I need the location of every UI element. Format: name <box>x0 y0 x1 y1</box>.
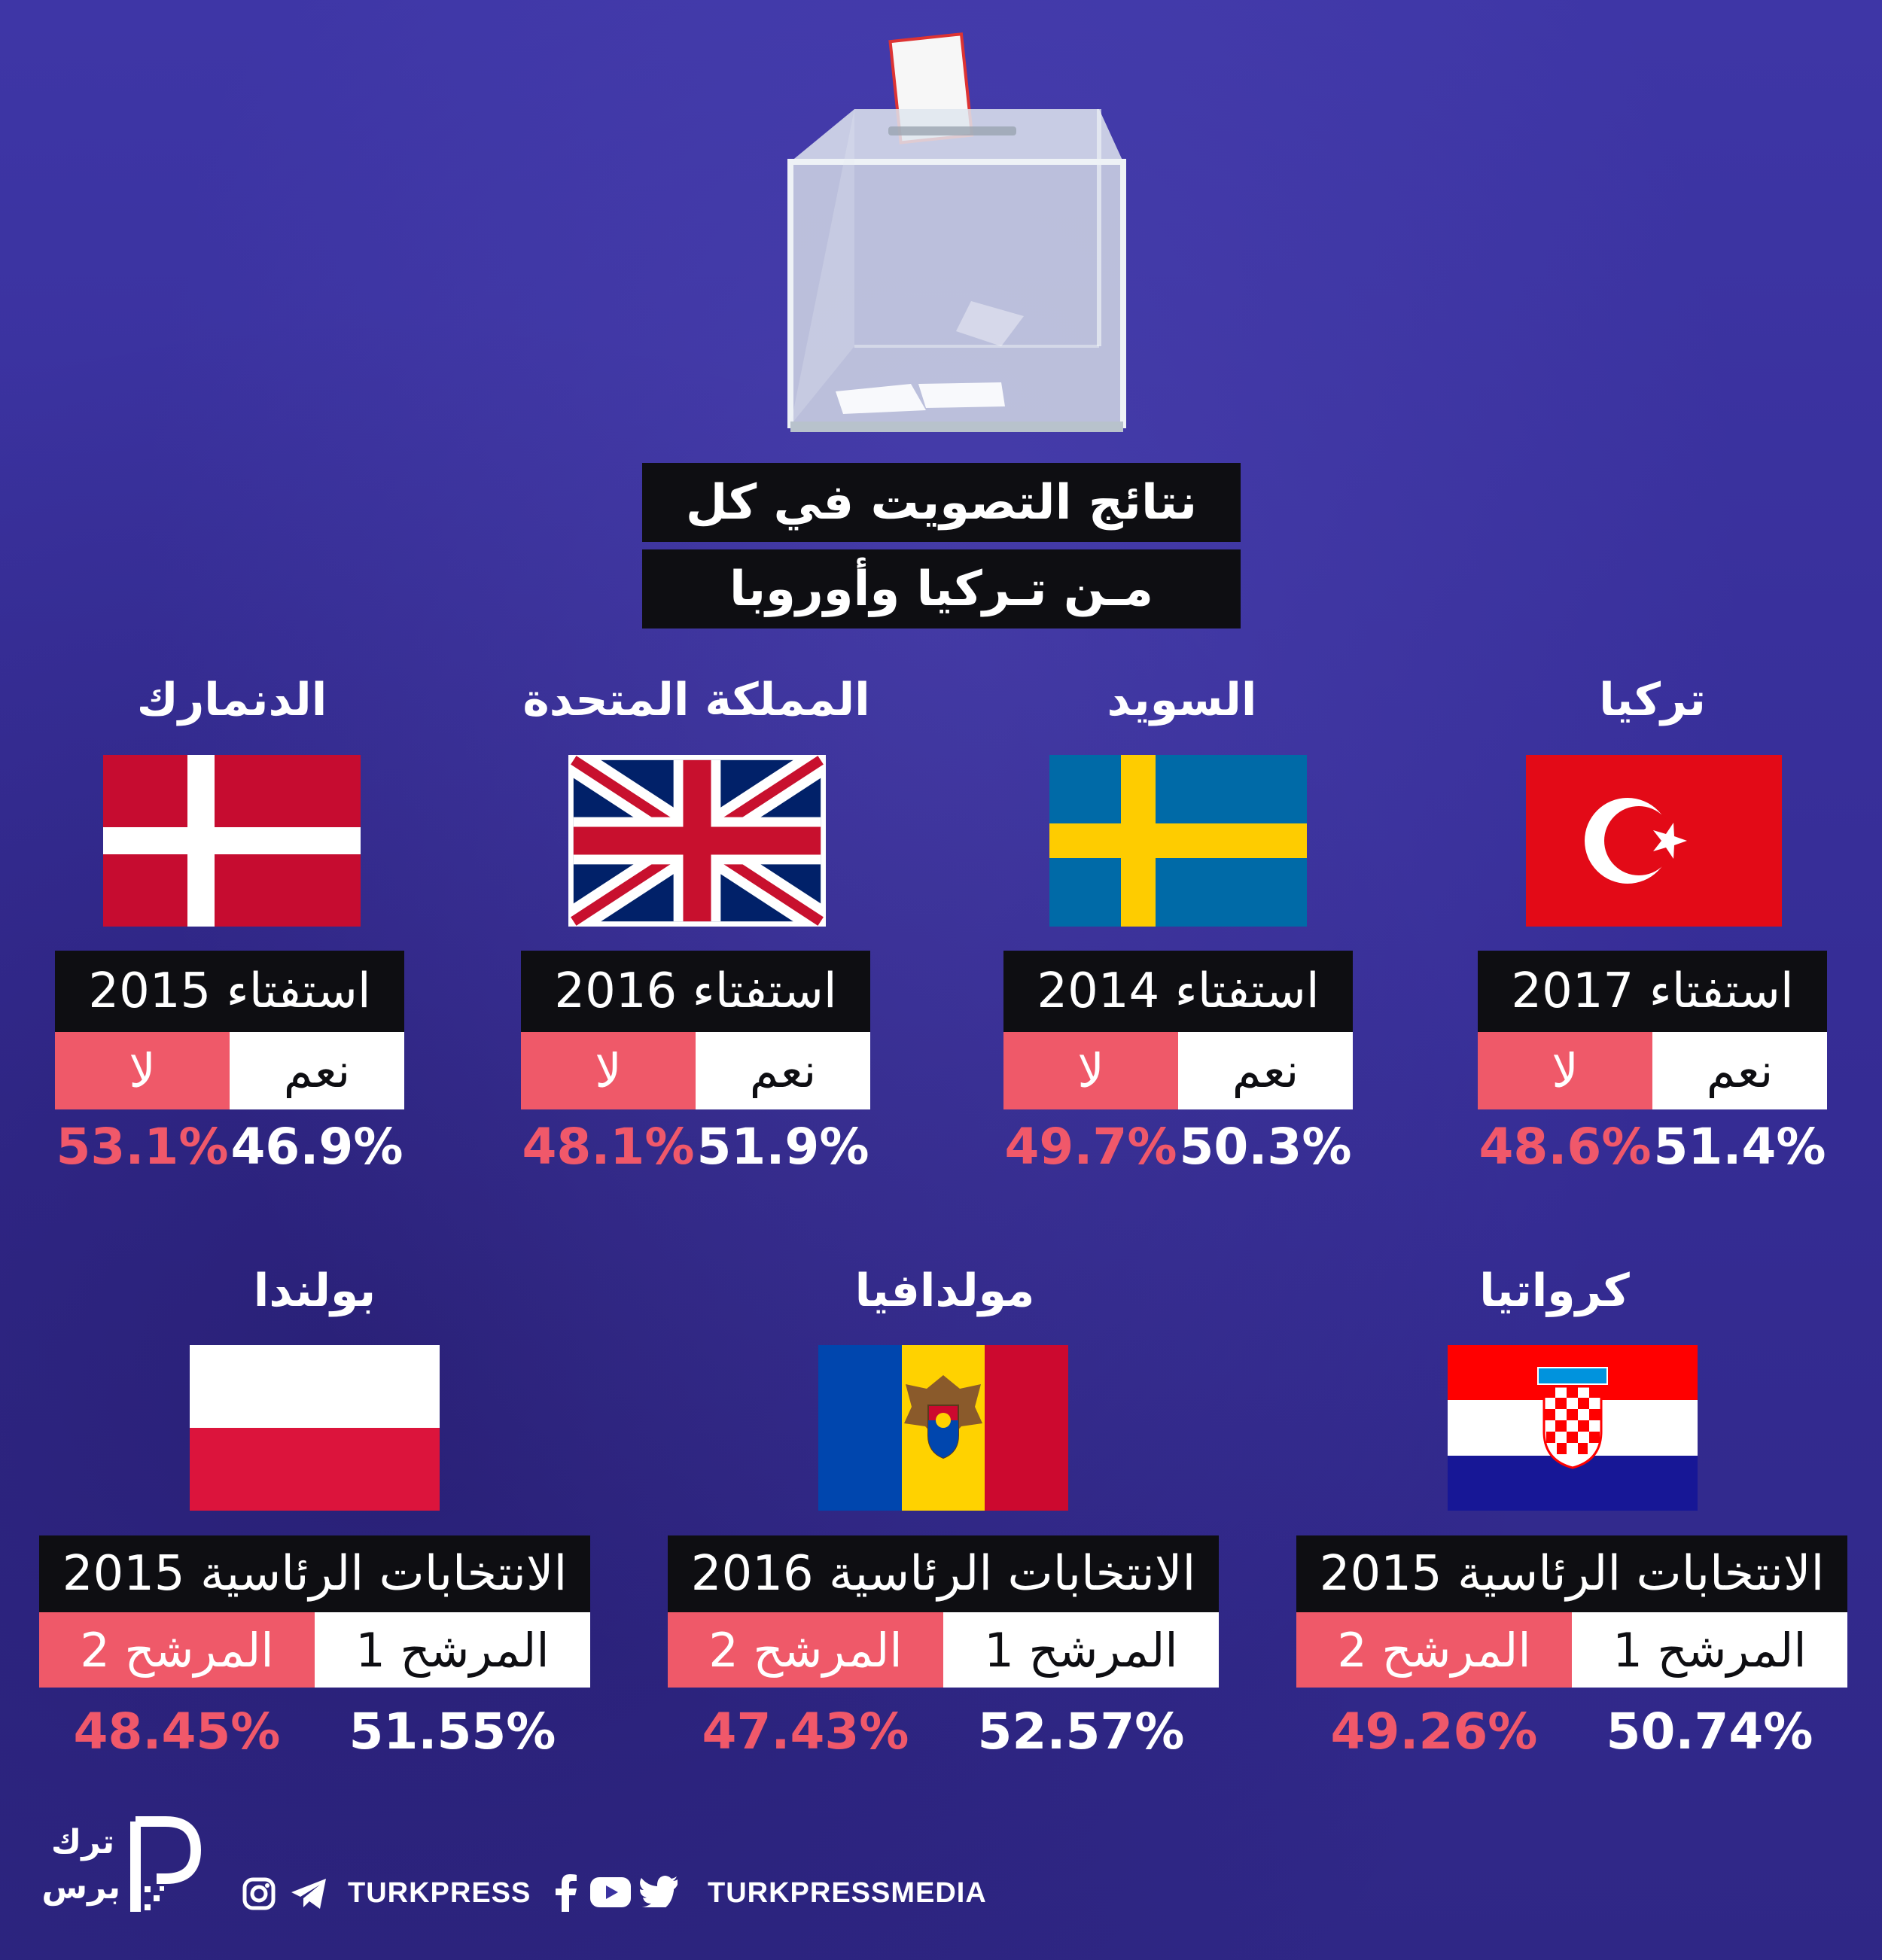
sweden-flag-icon <box>1049 755 1307 927</box>
logo-text-line-2: برس <box>41 1868 120 1907</box>
turkpressmedia-handle[interactable]: TURKPRESSMEDIA <box>708 1877 987 1909</box>
candidate-1-percent: 51.55% <box>349 1703 556 1761</box>
yes-no-row: لا نعم <box>521 1032 870 1109</box>
no-percent: 53.1% <box>56 1118 229 1176</box>
candidate-1-label: المرشح 1 <box>1572 1612 1847 1688</box>
yes-label: نعم <box>696 1032 870 1109</box>
yes-label: نعم <box>1652 1032 1827 1109</box>
candidate-2-label: المرشح 2 <box>668 1612 943 1688</box>
country-name: مولدافيا <box>854 1265 1035 1317</box>
yes-no-row: لا نعم <box>1003 1032 1353 1109</box>
country-name: كرواتيا <box>1479 1265 1630 1317</box>
referendum-label: استفتاء 2017 <box>1478 951 1827 1032</box>
yes-percent: 51.4% <box>1653 1118 1826 1176</box>
yes-label: نعم <box>230 1032 404 1109</box>
candidate-2-label: المرشح 2 <box>1296 1612 1572 1688</box>
uk-flag-icon <box>568 755 826 927</box>
no-label: لا <box>521 1032 696 1109</box>
title-line-2: مـن تـركيا وأوروبا <box>642 549 1241 628</box>
country-name: بولندا <box>253 1265 376 1317</box>
twitter-icon[interactable] <box>640 1876 678 1907</box>
denmark-flag-icon <box>103 755 361 927</box>
title-line-1: نتائج التصويت في كل <box>642 463 1241 542</box>
youtube-icon[interactable] <box>590 1877 631 1907</box>
turkpress-handle[interactable]: TURKPRESS <box>348 1877 531 1909</box>
yes-no-row: لا نعم <box>55 1032 404 1109</box>
instagram-icon[interactable] <box>242 1877 276 1910</box>
referendum-label: استفتاء 2014 <box>1003 951 1353 1032</box>
ballot-box-icon <box>787 32 1126 432</box>
turkpress-logo-icon <box>130 1816 202 1912</box>
country-name: السويد <box>1107 674 1257 726</box>
candidate-1-label: المرشح 1 <box>315 1612 590 1688</box>
turkey-flag-icon <box>1526 755 1782 927</box>
country-name: تركيا <box>1599 674 1706 726</box>
candidate-1-label: المرشح 1 <box>943 1612 1219 1688</box>
candidates-row: المرشح 2 المرشح 1 <box>1296 1612 1847 1688</box>
referendum-label: استفتاء 2016 <box>521 951 870 1032</box>
yes-percent: 51.9% <box>696 1118 869 1176</box>
yes-no-row: لا نعم <box>1478 1032 1827 1109</box>
no-percent: 49.7% <box>1004 1118 1177 1176</box>
moldova-flag-icon <box>818 1345 1068 1511</box>
candidate-2-percent: 49.26% <box>1330 1703 1538 1761</box>
candidate-2-label: المرشح 2 <box>39 1612 315 1688</box>
facebook-icon[interactable] <box>556 1874 577 1912</box>
candidate-1-percent: 52.57% <box>977 1703 1185 1761</box>
no-label: لا <box>1003 1032 1178 1109</box>
telegram-icon[interactable] <box>290 1877 327 1910</box>
candidate-2-percent: 48.45% <box>73 1703 281 1761</box>
no-percent: 48.6% <box>1478 1118 1652 1176</box>
candidates-row: المرشح 2 المرشح 1 <box>39 1612 590 1688</box>
no-percent: 48.1% <box>522 1118 695 1176</box>
poland-flag-icon <box>190 1345 440 1511</box>
yes-percent: 46.9% <box>230 1118 404 1176</box>
no-label: لا <box>55 1032 230 1109</box>
candidate-1-percent: 50.74% <box>1606 1703 1813 1761</box>
election-label: الانتخابات الرئاسية 2015 <box>1296 1535 1847 1612</box>
candidate-2-percent: 47.43% <box>702 1703 909 1761</box>
country-name: الدنمارك <box>136 674 327 726</box>
no-label: لا <box>1478 1032 1652 1109</box>
country-name: المملكة المتحدة <box>522 674 870 726</box>
election-label: الانتخابات الرئاسية 2016 <box>668 1535 1219 1612</box>
croatia-flag-icon <box>1448 1345 1698 1511</box>
referendum-label: استفتاء 2015 <box>55 951 404 1032</box>
election-label: الانتخابات الرئاسية 2015 <box>39 1535 590 1612</box>
yes-percent: 50.3% <box>1179 1118 1352 1176</box>
logo-text-line-1: ترك <box>50 1823 115 1861</box>
yes-label: نعم <box>1178 1032 1353 1109</box>
candidates-row: المرشح 2 المرشح 1 <box>668 1612 1219 1688</box>
